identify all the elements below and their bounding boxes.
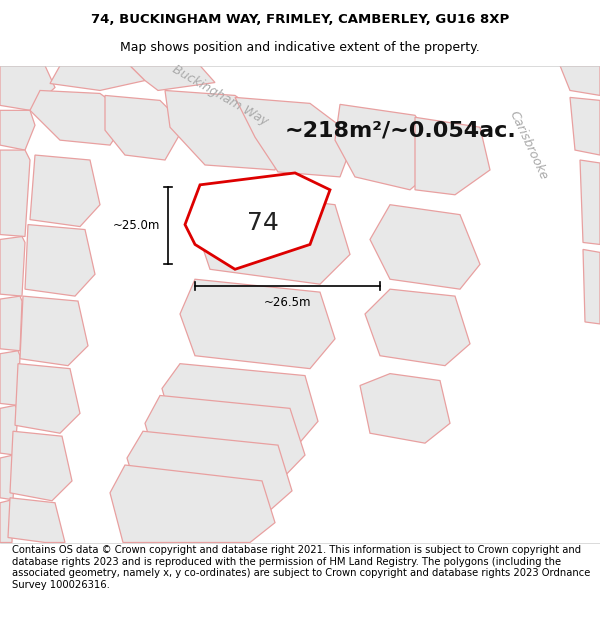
Text: 74, BUCKINGHAM WAY, FRIMLEY, CAMBERLEY, GU16 8XP: 74, BUCKINGHAM WAY, FRIMLEY, CAMBERLEY, … — [91, 13, 509, 26]
Polygon shape — [30, 91, 130, 145]
Polygon shape — [580, 160, 600, 244]
Text: ~218m²/~0.054ac.: ~218m²/~0.054ac. — [285, 120, 517, 140]
Polygon shape — [165, 91, 285, 170]
Text: Map shows position and indicative extent of the property.: Map shows position and indicative extent… — [120, 41, 480, 54]
Polygon shape — [130, 66, 215, 91]
Polygon shape — [0, 66, 500, 294]
Polygon shape — [0, 500, 13, 542]
Polygon shape — [0, 351, 20, 406]
Polygon shape — [335, 104, 445, 190]
Polygon shape — [360, 374, 450, 443]
Polygon shape — [570, 98, 600, 155]
Text: ~25.0m: ~25.0m — [113, 219, 160, 232]
Polygon shape — [365, 289, 470, 366]
Polygon shape — [0, 111, 35, 150]
Polygon shape — [145, 396, 305, 481]
Text: Buckingham Way: Buckingham Way — [170, 62, 270, 128]
Polygon shape — [235, 98, 355, 177]
Text: 74: 74 — [247, 211, 279, 234]
Polygon shape — [195, 190, 350, 284]
Polygon shape — [110, 465, 275, 542]
Polygon shape — [0, 236, 25, 296]
Polygon shape — [415, 118, 490, 195]
Text: Contains OS data © Crown copyright and database right 2021. This information is : Contains OS data © Crown copyright and d… — [12, 545, 590, 590]
Polygon shape — [560, 66, 600, 96]
Polygon shape — [185, 173, 330, 269]
Polygon shape — [180, 279, 335, 369]
Polygon shape — [0, 66, 55, 111]
Polygon shape — [0, 150, 30, 236]
Polygon shape — [127, 431, 292, 514]
Polygon shape — [0, 455, 15, 500]
Polygon shape — [50, 66, 145, 91]
Polygon shape — [0, 406, 18, 455]
Polygon shape — [8, 498, 65, 542]
Text: ~26.5m: ~26.5m — [264, 296, 311, 309]
Polygon shape — [370, 205, 480, 289]
Polygon shape — [105, 96, 185, 160]
Polygon shape — [10, 431, 72, 501]
Polygon shape — [25, 224, 95, 296]
Text: Carisbrooke: Carisbrooke — [506, 109, 550, 182]
Polygon shape — [162, 364, 318, 448]
Polygon shape — [583, 249, 600, 324]
Polygon shape — [15, 364, 80, 433]
Polygon shape — [20, 296, 88, 366]
Polygon shape — [480, 66, 600, 234]
Polygon shape — [30, 155, 100, 227]
Polygon shape — [0, 296, 22, 351]
